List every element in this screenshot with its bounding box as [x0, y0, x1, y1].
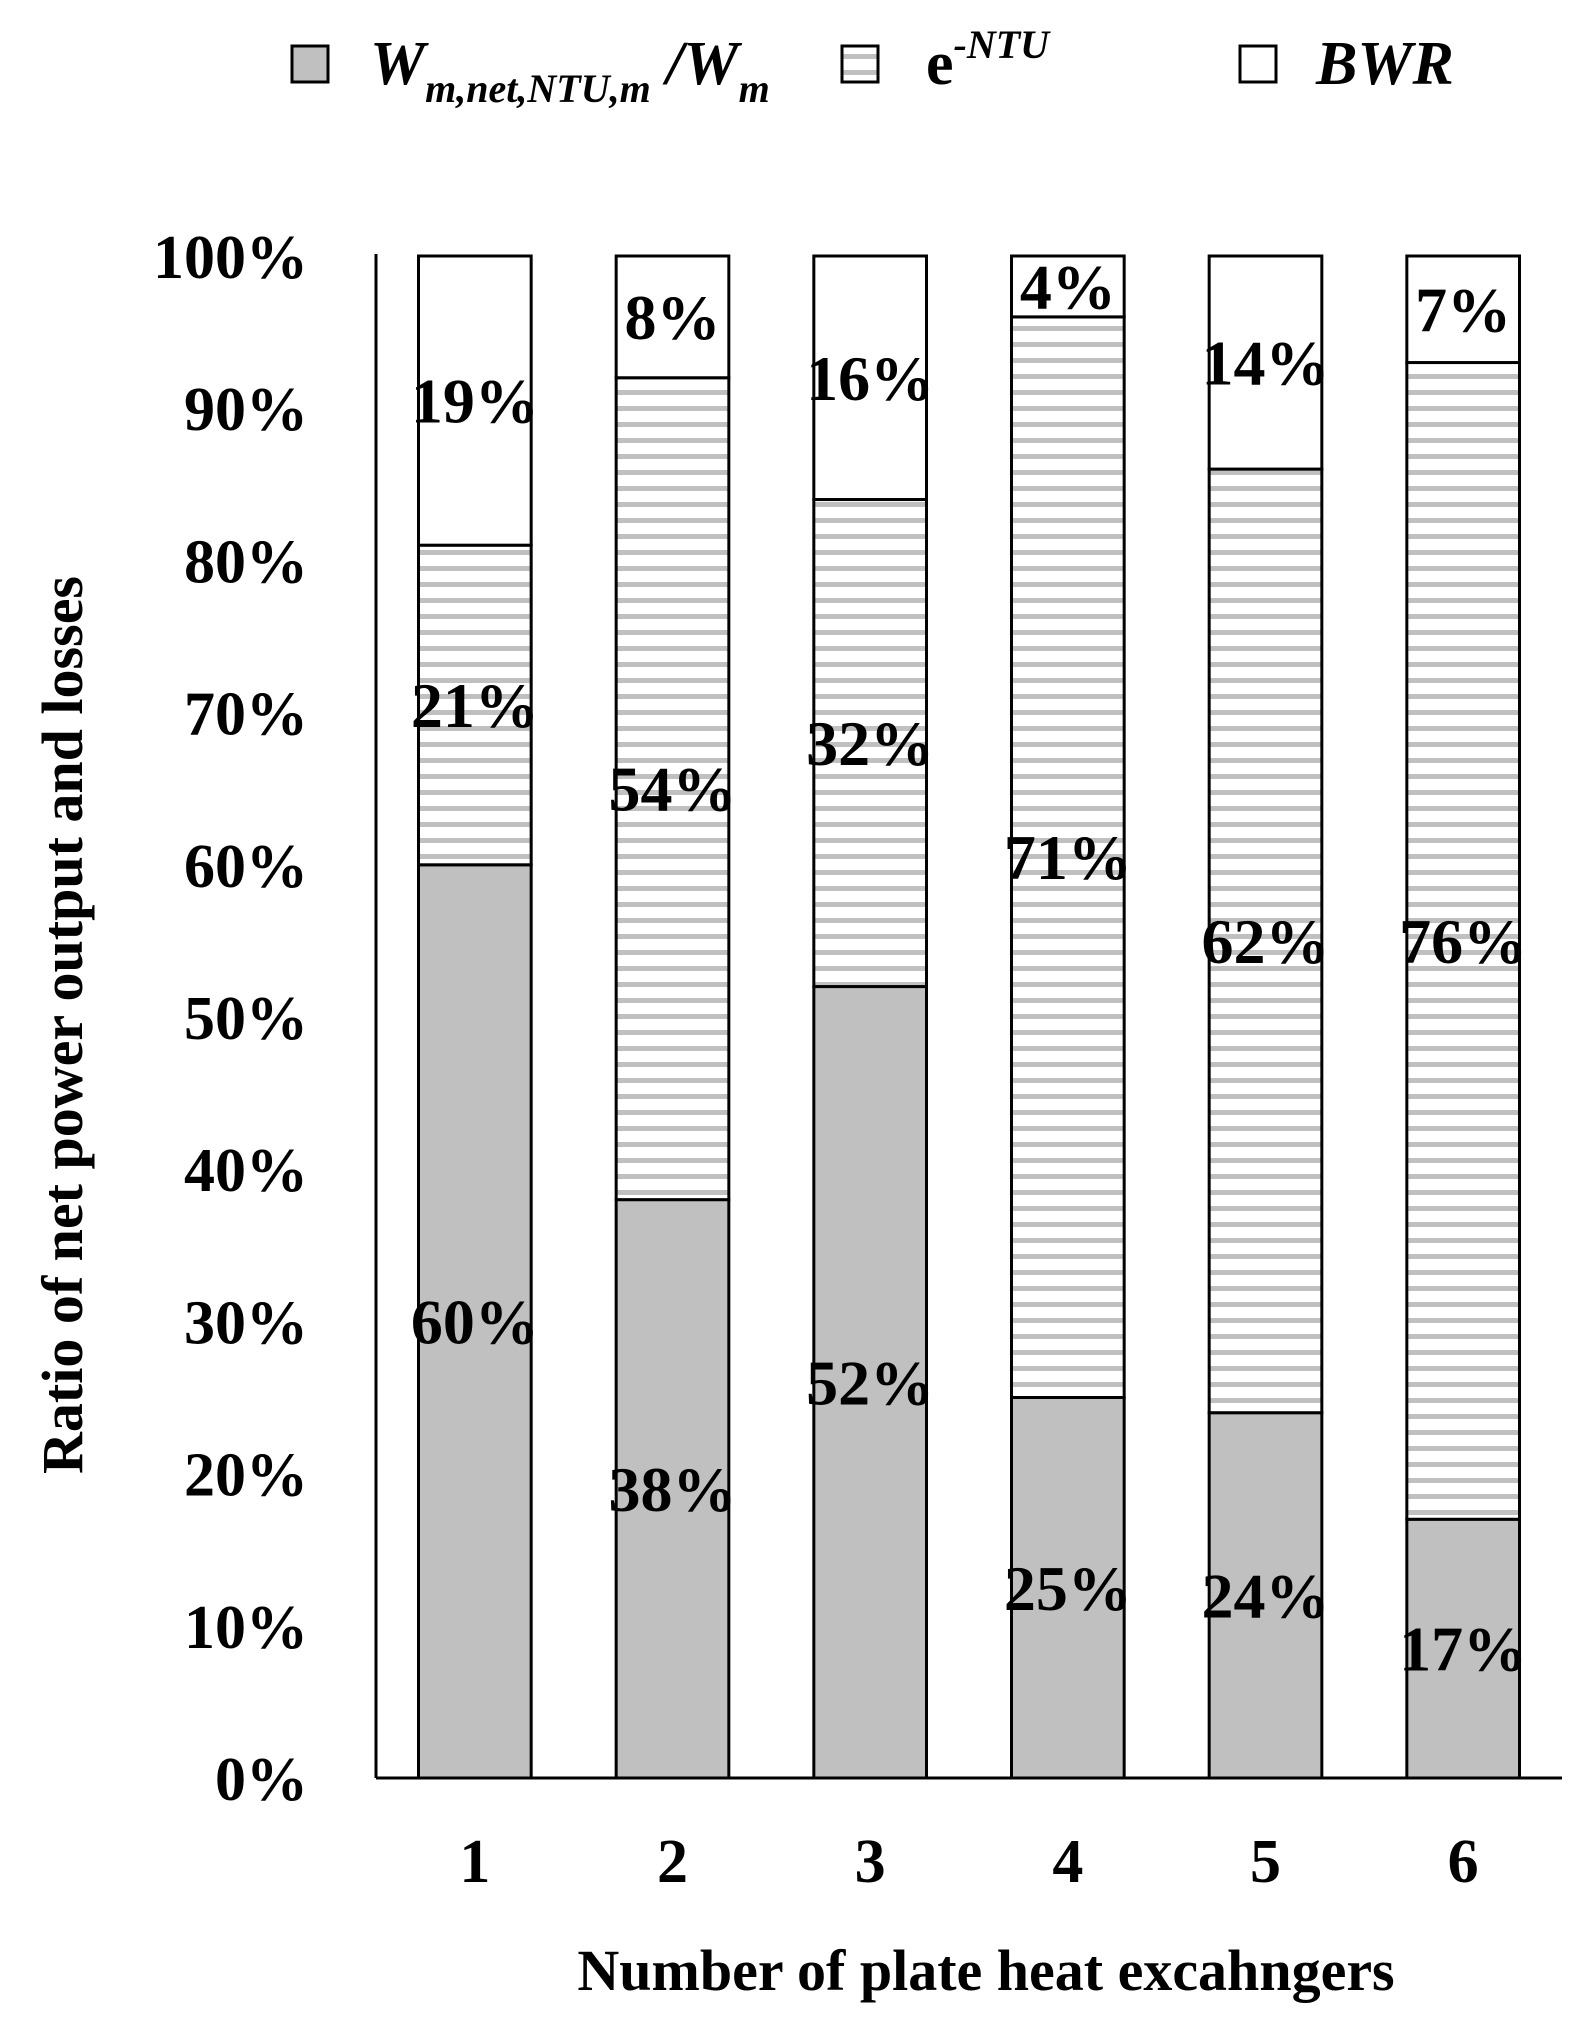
- bar-value-label: 38%: [609, 1454, 737, 1525]
- bar-value-label: 21%: [411, 670, 539, 741]
- y-axis-title: Ratio of net power output and losses: [30, 576, 95, 1474]
- x-tick-label: 2: [657, 1828, 688, 1896]
- bar-segment-net-power: [1405, 1517, 1522, 1780]
- bar-segment-ntu-loss: [614, 376, 731, 1202]
- bar-segment-bwr: [1009, 254, 1126, 319]
- x-tick-label: 4: [1052, 1828, 1083, 1896]
- y-tick-label: 50%: [184, 985, 308, 1053]
- bar-segment-bwr: [1405, 254, 1522, 365]
- bar-value-label: 52%: [806, 1347, 934, 1418]
- y-tick-label: 40%: [184, 1137, 308, 1205]
- y-tick-label: 0%: [215, 1746, 308, 1814]
- bar-value-label: 19%: [411, 366, 539, 437]
- bar-value-label: 8%: [625, 282, 721, 353]
- y-tick-label: 80%: [184, 528, 308, 596]
- x-axis-tick-labels: 1 2 3 4 5 6: [459, 1828, 1478, 1896]
- bar-value-label: 76%: [1399, 906, 1527, 977]
- bar-segment-ntu-loss: [1405, 361, 1522, 1521]
- y-tick-label: 60%: [184, 833, 308, 901]
- x-axis-title: Number of plate heat excahngers: [577, 1938, 1394, 2003]
- x-tick-label: 3: [855, 1828, 886, 1896]
- y-tick-label: 100%: [153, 224, 308, 292]
- legend-label-net-power: Wm,net,NTU,m /Wm: [370, 30, 770, 111]
- x-tick-label: 6: [1448, 1828, 1479, 1896]
- y-tick-label: 90%: [184, 376, 308, 444]
- y-axis-tick-labels: 0% 10% 20% 30% 40% 50% 60% 70% 80% 90% 100%: [153, 224, 308, 1814]
- legend-label-ntu-loss: e-NTU: [926, 22, 1051, 98]
- legend-swatch-ntu-loss: [840, 44, 880, 84]
- bar-segment-ntu-loss: [812, 498, 929, 989]
- bar-value-label: 17%: [1399, 1614, 1527, 1685]
- legend-label-bwr: BWR: [1315, 30, 1454, 98]
- y-tick-label: 10%: [184, 1594, 308, 1662]
- bar-segment-net-power: [614, 1198, 731, 1780]
- bar-value-label: 4%: [1020, 251, 1116, 322]
- x-tick-label: 5: [1250, 1828, 1281, 1896]
- bar-value-label: 60%: [411, 1286, 539, 1357]
- y-tick-label: 20%: [184, 1442, 308, 1510]
- bar-segment-net-power: [416, 863, 533, 1780]
- bar-value-label: 32%: [806, 708, 934, 779]
- bar-value-label: 62%: [1202, 906, 1330, 977]
- bar-value-label: 71%: [1004, 822, 1132, 893]
- bars: [416, 254, 1522, 1780]
- bar-value-label: 25%: [1004, 1553, 1132, 1624]
- bar-segment-bwr: [416, 254, 533, 547]
- bar-value-label: 54%: [609, 754, 737, 825]
- bar-value-label: 16%: [806, 343, 934, 414]
- legend-swatch-bwr: [1238, 44, 1278, 84]
- bar-segment-ntu-loss: [416, 543, 533, 867]
- bar-segment-bwr: [614, 254, 731, 380]
- bar-segment-bwr: [1207, 254, 1324, 471]
- bar-value-labels: 60% 21% 19% 38% 54% 8% 52% 32% 16% 25% 71% 4% 24% 62%…: [411, 251, 1527, 1684]
- y-tick-label: 70%: [184, 681, 308, 749]
- bar-segment-bwr: [812, 254, 929, 502]
- legend: Wm,net,NTU,m /Wm e-NTU BWR: [290, 22, 1454, 111]
- bar-segment-ntu-loss: [1009, 315, 1126, 1399]
- x-tick-label: 1: [459, 1828, 490, 1896]
- bar-value-label: 7%: [1415, 274, 1511, 345]
- bar-segment-net-power: [1009, 1396, 1126, 1780]
- legend-swatch-net-power: [290, 44, 330, 84]
- y-tick-label: 30%: [184, 1289, 308, 1357]
- bar-value-label: 24%: [1202, 1560, 1330, 1631]
- bar-value-label: 14%: [1202, 328, 1330, 399]
